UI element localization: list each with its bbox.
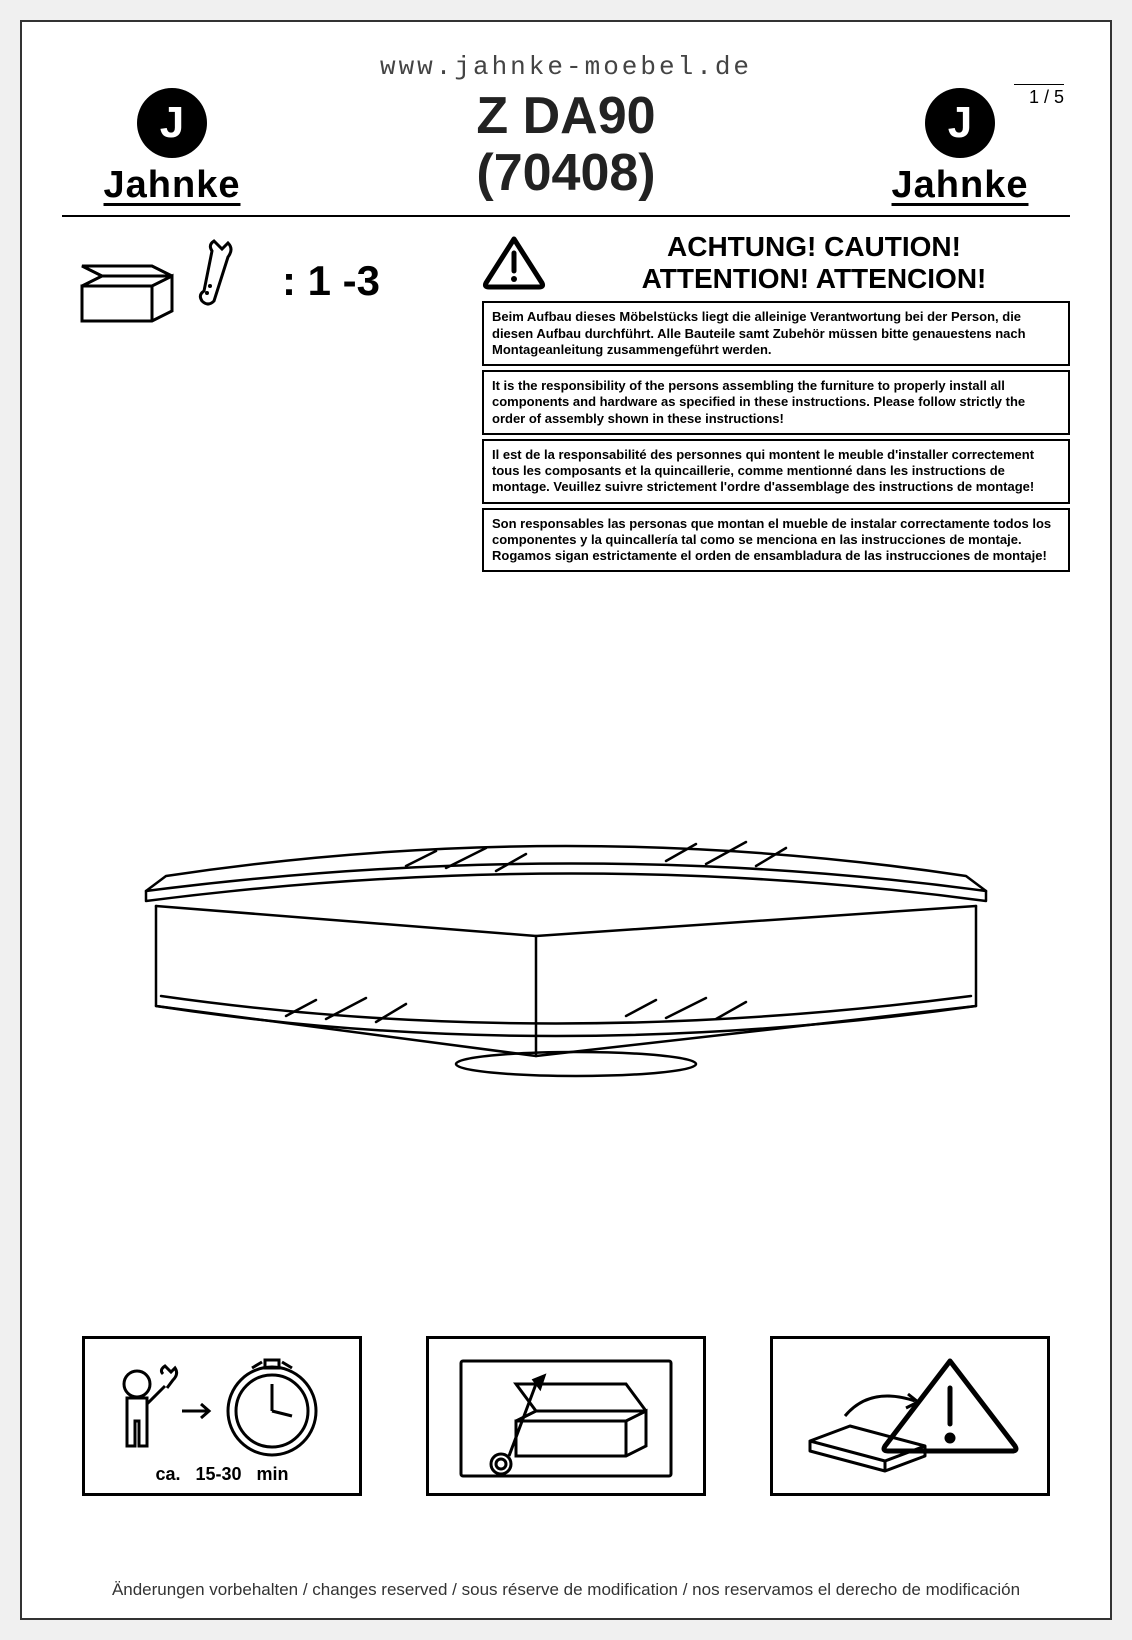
assembly-time-box: ca. 15-30 min xyxy=(82,1336,362,1496)
warning-triangle-icon xyxy=(482,235,546,291)
article-number: (70408) xyxy=(282,145,850,202)
persons-needed: : 1 -3 xyxy=(62,231,462,576)
model-name: Z DA90 xyxy=(282,88,850,145)
logo-left: J Jahnke xyxy=(62,88,282,207)
header-row: J Jahnke Z DA90 (70408) J Jahnke xyxy=(62,88,1070,217)
caution-title-1: ACHTUNG! CAUTION! xyxy=(558,231,1070,263)
brand-name-left: Jahnke xyxy=(104,164,241,207)
lift-caution-icon xyxy=(790,1346,1030,1486)
person-clock-icon xyxy=(97,1356,347,1476)
open-package-icon xyxy=(446,1346,686,1486)
product-drawing xyxy=(62,656,1070,1216)
time-value: 15-30 xyxy=(195,1464,241,1484)
warning-fr: Il est de la responsabilité des personne… xyxy=(482,439,1070,504)
caution-title-2: ATTENTION! ATTENCION! xyxy=(558,263,1070,295)
page-number: 1 / 5 xyxy=(1014,84,1064,108)
mid-row: : 1 -3 ACHTUNG! CAUTION! ATTENTION! ATTE… xyxy=(62,231,1070,576)
bottom-icons-row: ca. 15-30 min xyxy=(62,1336,1070,1496)
brand-name-right: Jahnke xyxy=(892,164,1029,207)
warning-de: Beim Aufbau dieses Möbelstücks liegt die… xyxy=(482,301,1070,366)
persons-range-label: : 1 -3 xyxy=(282,257,380,305)
caution-block: ACHTUNG! CAUTION! ATTENTION! ATTENCION! … xyxy=(482,231,1070,576)
brand-logo-icon: J xyxy=(925,88,995,158)
tv-stand-icon xyxy=(106,756,1026,1116)
footer-disclaimer: Änderungen vorbehalten / changes reserve… xyxy=(62,1580,1070,1600)
warning-es: Son responsables las personas que montan… xyxy=(482,508,1070,573)
title-block: Z DA90 (70408) xyxy=(282,88,850,202)
warning-en: It is the responsibility of the persons … xyxy=(482,370,1070,435)
time-prefix: ca. xyxy=(155,1464,180,1484)
time-unit: min xyxy=(257,1464,289,1484)
brand-logo-icon: J xyxy=(137,88,207,158)
unpack-box xyxy=(426,1336,706,1496)
box-and-wrench-icon xyxy=(72,231,272,331)
caution-step-box xyxy=(770,1336,1050,1496)
website-url: www.jahnke-moebel.de xyxy=(62,52,1070,82)
instruction-page: www.jahnke-moebel.de 1 / 5 J Jahnke Z DA… xyxy=(20,20,1112,1620)
